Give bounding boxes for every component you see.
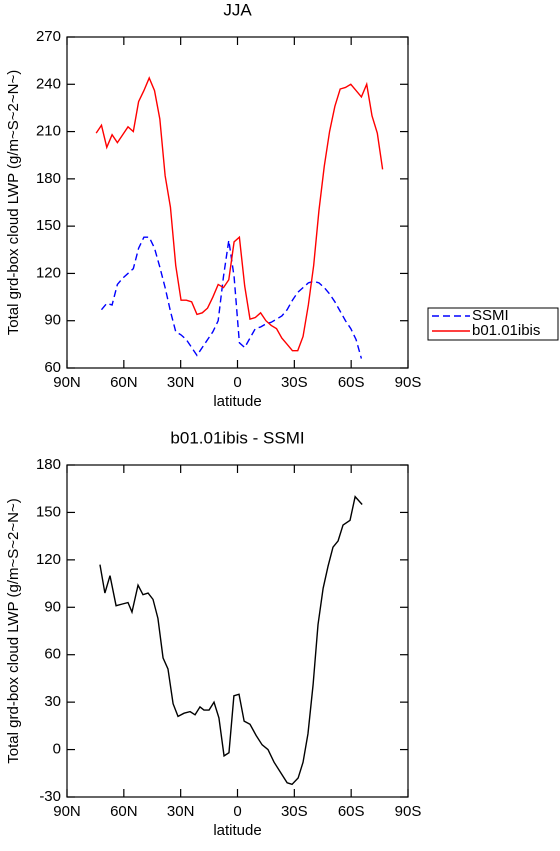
y-tick-label: 60	[44, 359, 61, 376]
x-tick-label: 0	[233, 374, 241, 391]
x-axis-label: latitude	[213, 822, 261, 839]
y-tick-label: 210	[36, 123, 61, 140]
data-line	[99, 495, 363, 786]
legend-box	[427, 307, 559, 341]
x-tick-label: 90S	[395, 374, 422, 391]
plot-frame	[66, 464, 409, 798]
y-tick-label: 30	[44, 693, 61, 710]
x-tick-label: 90N	[53, 374, 81, 391]
legend-label: SSMI	[472, 307, 509, 324]
x-tick-label: 60S	[338, 374, 365, 391]
y-tick-label: 150	[36, 217, 61, 234]
x-tick-label: 30N	[167, 803, 195, 820]
data-line	[100, 236, 363, 359]
y-tick-label: 60	[44, 646, 61, 663]
y-tick-label: 0	[53, 741, 61, 758]
chart-title: JJA	[223, 0, 252, 19]
y-tick-label: 120	[36, 264, 61, 281]
y-tick-label: 120	[36, 551, 61, 568]
legend-label: b01.01ibis	[472, 322, 540, 339]
y-axis-label: Total grd-box cloud LWP (g/m~S~2~N~)	[5, 70, 22, 335]
x-tick-label: 0	[233, 803, 241, 820]
y-axis-label: Total grd-box cloud LWP (g/m~S~2~N~)	[5, 498, 22, 763]
plot-frame	[66, 36, 409, 369]
y-tick-label: 180	[36, 456, 61, 473]
x-tick-label: 90S	[395, 803, 422, 820]
x-axis-label: latitude	[213, 393, 261, 410]
x-tick-label: 60N	[110, 374, 138, 391]
y-tick-label: 180	[36, 170, 61, 187]
y-tick-label: 240	[36, 75, 61, 92]
y-tick-label: 90	[44, 598, 61, 615]
x-tick-label: 60S	[338, 803, 365, 820]
y-tick-label: 150	[36, 503, 61, 520]
data-line	[95, 76, 384, 352]
x-tick-label: 90N	[53, 803, 81, 820]
y-tick-label: 270	[36, 28, 61, 45]
y-tick-label: -30	[39, 788, 61, 805]
x-tick-label: 30S	[281, 374, 308, 391]
chart-title: b01.01ibis - SSMI	[170, 428, 304, 447]
x-tick-label: 60N	[110, 803, 138, 820]
y-tick-label: 90	[44, 312, 61, 329]
x-tick-label: 30N	[167, 374, 195, 391]
x-tick-label: 30S	[281, 803, 308, 820]
